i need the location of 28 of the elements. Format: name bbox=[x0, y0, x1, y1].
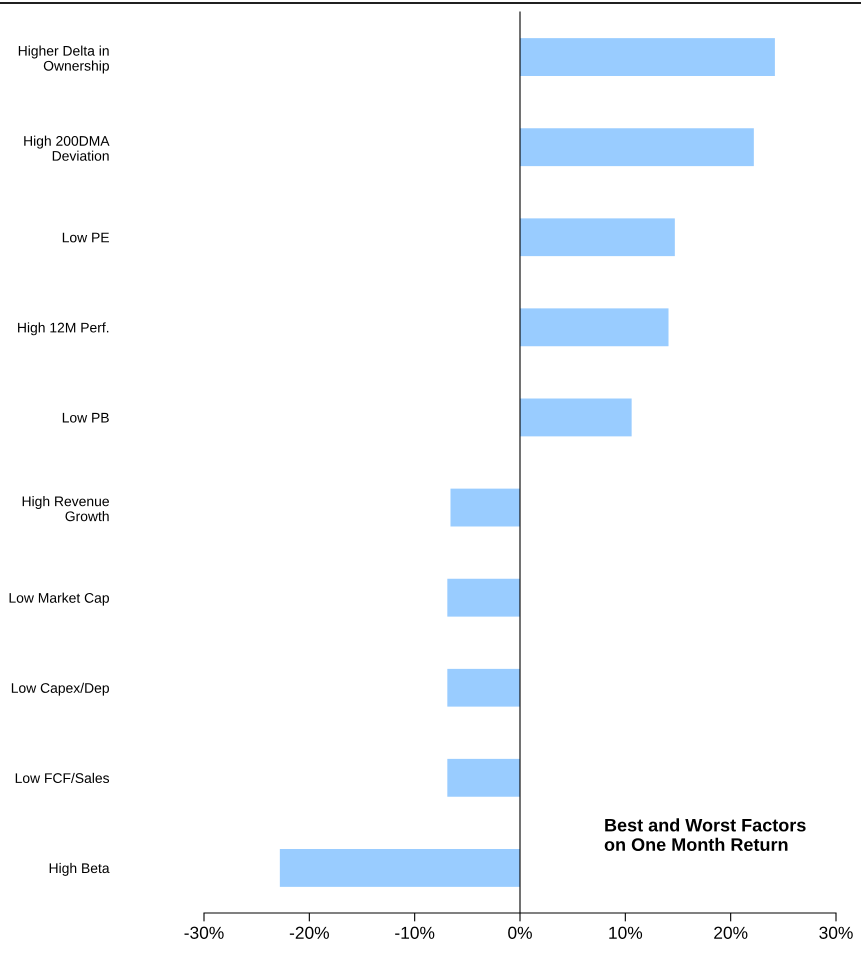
bar bbox=[520, 218, 675, 256]
x-tick-label: -20% bbox=[290, 926, 329, 939]
y-tick-label: Low PB bbox=[62, 412, 109, 423]
x-tick-label: 20% bbox=[714, 926, 748, 939]
x-tick-label: 0% bbox=[508, 926, 532, 939]
y-tick-label: Higher Delta in Ownership bbox=[18, 46, 109, 74]
bar bbox=[520, 308, 669, 346]
y-tick-label: Low FCF/Sales bbox=[16, 772, 110, 784]
bar bbox=[280, 849, 520, 887]
y-tick-label: High 200DMA Deviation bbox=[24, 136, 110, 161]
x-tick-label: -30% bbox=[184, 926, 224, 939]
y-tick-label: High Beta bbox=[50, 862, 110, 876]
text: Best and Worst Factors on One Month Return bbox=[604, 818, 806, 851]
bar bbox=[447, 668, 520, 707]
x-tick-label: -10% bbox=[395, 926, 434, 939]
bar bbox=[447, 758, 520, 797]
x-tick-label: 10% bbox=[609, 926, 642, 939]
y-tick-label: Low Capex/Dep bbox=[12, 682, 109, 696]
y-tick-label: Low Market Cap bbox=[10, 592, 109, 606]
y-tick-label: High Revenue Growth bbox=[22, 496, 109, 522]
bar bbox=[520, 38, 775, 76]
bar bbox=[520, 398, 632, 436]
y-tick-label: Low PE bbox=[62, 232, 109, 242]
y-tick-label: High 12M Perf. bbox=[18, 322, 108, 336]
x-tick-label: 30% bbox=[819, 926, 853, 939]
bar bbox=[450, 488, 520, 526]
bar bbox=[520, 128, 754, 166]
bar bbox=[447, 578, 520, 617]
